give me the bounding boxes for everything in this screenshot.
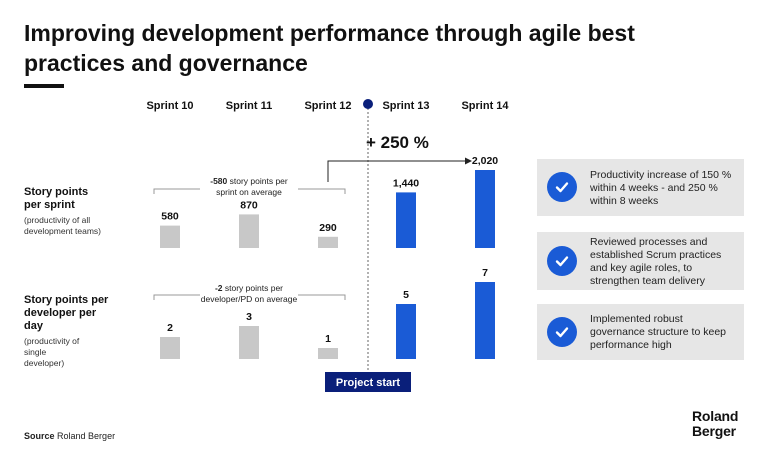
side-panel-text: Implemented robust governance structure …	[590, 313, 726, 351]
panel-label: Story points	[24, 186, 88, 198]
check-icon	[547, 172, 577, 202]
data-label: 2,020	[472, 155, 498, 167]
project-start-label: Project start	[336, 377, 401, 389]
data-label: 1	[325, 333, 331, 345]
bar-sprint-10	[160, 337, 180, 359]
side-panel-processes: Reviewed processes and established Scrum…	[537, 232, 744, 290]
data-label: 7	[482, 267, 488, 279]
project-start-box	[325, 372, 411, 392]
panel-label: day	[24, 320, 44, 332]
sprint-header: Sprint 14	[461, 100, 509, 112]
uplift-arrowhead	[465, 157, 472, 165]
source-value: Roland Berger	[57, 431, 116, 441]
project-start-dot	[363, 99, 373, 109]
bar-sprint-14	[475, 282, 495, 359]
panel-label: developer per	[24, 307, 97, 319]
panel-sublabel: (productivity of	[24, 336, 80, 346]
bar-sprint-12	[318, 236, 338, 248]
bar-sprint-10	[160, 225, 180, 248]
sprint-header: Sprint 10	[146, 100, 193, 112]
source-label: Source	[24, 431, 55, 441]
bracket-text: story points per	[227, 176, 288, 186]
bracket-delta: -2	[215, 283, 223, 293]
side-panel-text: Productivity increase of 150 % within 4 …	[590, 169, 732, 207]
uplift-arrow	[327, 160, 468, 182]
bar-sprint-11	[239, 326, 259, 359]
bracket-label-line-2: sprint on average	[216, 187, 282, 197]
data-label: 580	[161, 211, 179, 223]
panel-label: Story points per	[24, 294, 109, 306]
check-icon	[547, 317, 577, 347]
logo-line-1: Roland	[692, 408, 739, 424]
sprint-header: Sprint 12	[304, 100, 351, 112]
data-label: 2	[167, 322, 173, 334]
uplift-label: + 250 %	[366, 133, 429, 152]
source-note: Source Roland Berger	[24, 431, 115, 441]
check-icon	[547, 246, 577, 276]
panel-sublabel: development teams)	[24, 226, 101, 236]
logo-line-2: Berger	[692, 423, 736, 439]
bar-sprint-14	[475, 170, 495, 248]
bar-sprint-11	[239, 214, 259, 248]
side-panel-text: Reviewed processes and established Scrum…	[590, 236, 722, 287]
bracket-label-bg	[200, 281, 298, 305]
roland-berger-logo: Roland Berger	[692, 409, 738, 439]
sprint-header: Sprint 13	[382, 100, 429, 112]
data-label: 5	[403, 289, 409, 301]
data-label: 870	[240, 199, 258, 211]
panel-sublabel: (productivity of all	[24, 215, 90, 225]
data-label: 3	[246, 311, 252, 323]
bracket-text: story points per	[223, 283, 284, 293]
panel-label: per sprint	[24, 199, 75, 211]
side-panel-governance: Implemented robust governance structure …	[537, 304, 744, 360]
bar-sprint-13	[396, 304, 416, 359]
bracket-delta: -580	[210, 176, 227, 186]
bracket-label-line-1: -580 story points per	[210, 176, 288, 186]
title-underline	[24, 84, 64, 88]
bar-sprint-12	[318, 348, 338, 359]
panel-sublabel: single	[24, 347, 46, 357]
bracket-label-bg	[200, 174, 298, 198]
bar-sprint-13	[396, 192, 416, 248]
bracket-label-line-1: -2 story points per	[215, 283, 283, 293]
sprint-header: Sprint 11	[226, 100, 272, 112]
panel-sublabel: developer)	[24, 358, 64, 368]
bracket-label-line-2: developer/PD on average	[201, 294, 298, 304]
data-label: 290	[319, 222, 337, 234]
data-label: 1,440	[393, 177, 419, 189]
side-panel-productivity: Productivity increase of 150 % within 4 …	[537, 159, 744, 216]
page-title: Improving development performance throug…	[24, 20, 635, 76]
